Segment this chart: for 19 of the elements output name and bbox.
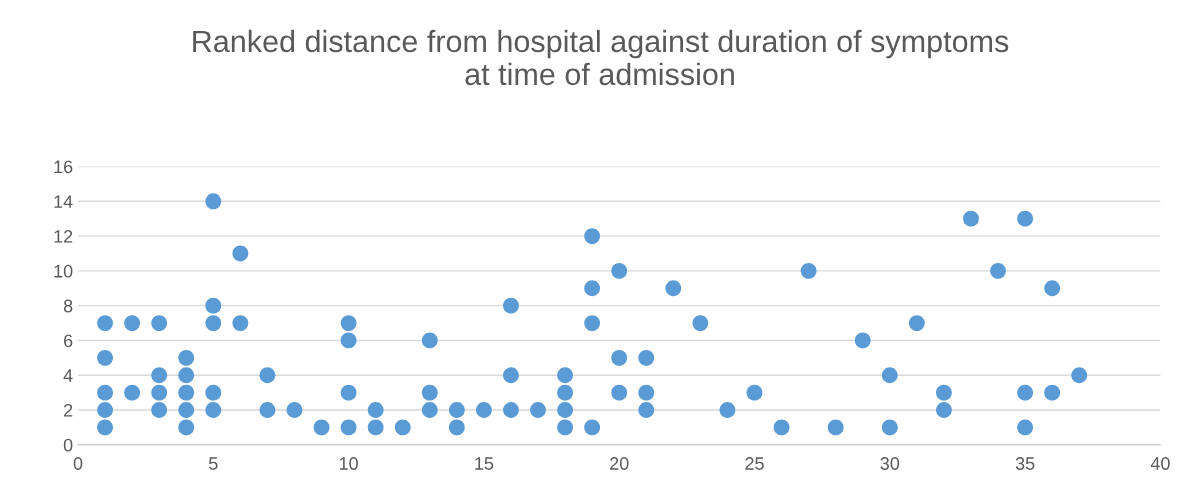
y-tick-label: 2 [64,403,73,417]
y-tick-label: 16 [54,160,73,174]
x-tick-label: 40 [1150,457,1170,470]
x-tick-label: 10 [339,457,358,470]
chart-title: Ranked distance from hospital against duration of symptoms at time of admission [193,29,1009,86]
y-tick-label: 6 [64,334,73,348]
x-tick-label: 20 [610,457,629,470]
y-tick-label: 10 [54,264,73,278]
x-tick-label: 0 [73,457,83,470]
x-tick-label: 15 [475,457,494,470]
y-tick-label: 0 [63,438,73,452]
x-tick-label: 25 [745,457,764,470]
y-tick-label: 8 [63,299,73,313]
x-tick-label: 35 [1015,457,1035,470]
y-tick-label: 14 [54,195,73,208]
y-tick-label: 4 [63,369,73,382]
x-tick-label: 5 [209,457,218,470]
x-tick-label: 30 [880,457,900,470]
y-tick-label: 12 [54,230,73,243]
